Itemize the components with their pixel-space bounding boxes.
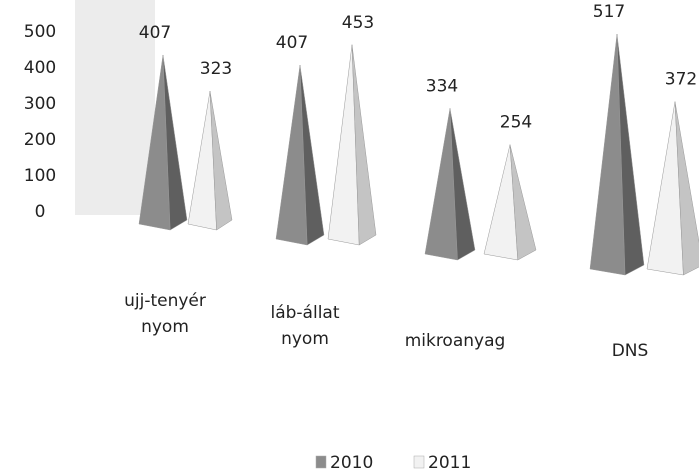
y-tick-label: 100 bbox=[24, 166, 56, 186]
legend-label: 2010 bbox=[330, 453, 373, 473]
legend-label: 2011 bbox=[428, 453, 471, 473]
value-label: 323 bbox=[200, 59, 232, 79]
value-label: 407 bbox=[139, 23, 171, 43]
value-label: 453 bbox=[342, 13, 374, 33]
y-tick-label: 500 bbox=[24, 22, 56, 42]
y-tick-label: 400 bbox=[24, 58, 56, 78]
legend-swatch bbox=[315, 455, 327, 469]
category-label: láb-állat nyom bbox=[270, 303, 340, 349]
value-label: 517 bbox=[593, 2, 625, 22]
legend-swatch bbox=[413, 455, 425, 469]
value-label: 372 bbox=[665, 70, 697, 90]
pyramid-side bbox=[351, 44, 377, 246]
pyramid-side bbox=[616, 34, 645, 276]
pyramid-side bbox=[209, 91, 233, 231]
pyramid-side bbox=[674, 101, 699, 276]
y-tick-label: 0 bbox=[35, 202, 46, 222]
pyramid-side bbox=[449, 108, 476, 261]
value-label: 334 bbox=[426, 76, 458, 96]
pyramid-side bbox=[299, 65, 325, 246]
category-label: DNS bbox=[611, 341, 649, 361]
category-label: ujj-tenyér nyom bbox=[124, 291, 206, 337]
value-label: 254 bbox=[500, 113, 532, 133]
pyramid-side bbox=[509, 144, 537, 261]
y-tick-label: 300 bbox=[24, 94, 56, 114]
back-wall bbox=[75, 0, 155, 215]
pyramid-side bbox=[162, 54, 188, 231]
value-label: 407 bbox=[276, 33, 308, 53]
y-tick-label: 200 bbox=[24, 130, 56, 150]
category-label: mikroanyag bbox=[404, 331, 506, 351]
